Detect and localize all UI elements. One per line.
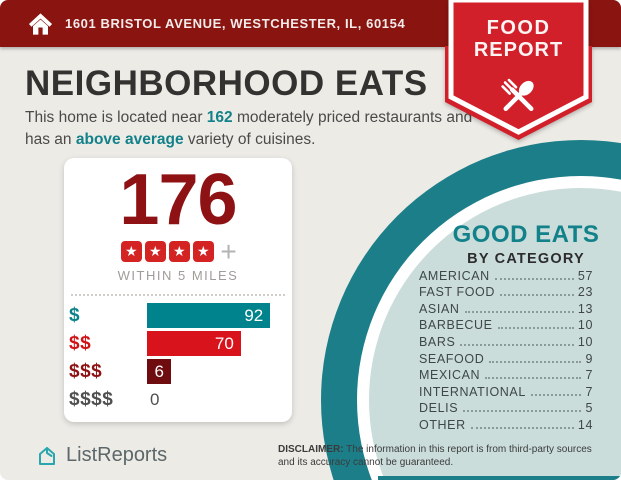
category-value: 23 [577,285,593,300]
page-subtitle: This home is located near 162 moderately… [25,107,472,151]
bottom-teal-strip [378,476,621,480]
price-bar-row: $$ 70 [64,331,292,356]
variety-accent: above average [75,131,184,148]
listreports-brand: ListReports [36,444,167,467]
category-row: MEXICAN 7 [419,366,593,383]
dotted-leader [464,310,574,313]
brand-name: ListReports [66,444,168,466]
price-level-label: $$$$ [69,388,114,410]
category-row: FAST FOOD 23 [419,283,593,300]
category-label: MEXICAN [419,368,481,383]
price-bar-row: $$$ 6 [64,359,292,384]
disclaimer-label: DISCLAIMER: [278,444,344,455]
dotted-leader [494,277,574,280]
category-label: BARS [419,334,456,349]
subtitle-line-1: This home is located near 162 moderately… [25,109,473,126]
price-bar-value: 6 [154,361,164,381]
category-row: BARS 10 [419,332,593,349]
star-rating: ★ ★ ★ ★ + [64,235,292,267]
price-bar-row: $$$$ 0 [64,387,292,412]
category-value: 57 [577,268,593,283]
category-row: SEAFOOD 9 [419,349,593,366]
category-value: 14 [577,417,593,432]
radius-label: WITHIN 5 MILES [117,268,239,283]
price-bar-value: 0 [150,389,160,409]
dotted-leader [497,327,574,330]
disclaimer-text: DISCLAIMER: The information in this repo… [278,444,592,468]
price-bar-value: 92 [244,305,264,325]
category-value: 7 [585,368,593,383]
dotted-leader [485,377,582,380]
category-row: INTERNATIONAL 7 [419,382,593,399]
property-address: 1601 BRISTOL AVENUE, WESTCHESTER, IL, 60… [65,16,406,31]
categories-list: AMERICAN 57 FAST FOOD 23 ASIAN 13 BARBECUE 10 BA… [419,266,593,432]
dotted-leader [460,343,574,346]
category-value: 9 [585,351,593,366]
category-row: AMERICAN 57 [419,266,593,283]
category-value: 13 [577,301,593,316]
price-level-label: $$ [69,332,92,354]
card-divider [71,294,285,296]
restaurant-count-accent: 162 [206,109,233,126]
price-bar: 6 [147,359,171,384]
dotted-leader [500,294,574,297]
price-level-label: $ [69,304,81,326]
categories-header: GOOD EATS BY CATEGORY [436,221,616,267]
dotted-leader [470,426,574,429]
category-label: SEAFOOD [419,351,485,366]
restaurant-stats-card: 176 ★ ★ ★ ★ + WITHIN 5 MILES $92 $$ 70 $$$ 6 $$$$… [64,158,292,422]
total-restaurants-count: 176 [119,160,237,240]
category-value: 5 [585,401,593,416]
category-label: DELIS [419,401,459,416]
categories-title: GOOD EATS [452,221,600,248]
star-icon: ★ [120,240,142,262]
star-icon: ★ [192,240,214,262]
page-title: NEIGHBORHOOD EATS [25,64,428,103]
plus-sign: + [220,235,237,267]
category-value: 10 [577,334,593,349]
category-label: OTHER [419,417,466,432]
categories-subtitle: BY CATEGORY [467,251,585,267]
price-level-label: $$$ [69,360,103,382]
category-value: 10 [577,318,593,333]
star-icon: ★ [168,240,190,262]
crossed-utensils-icon [501,78,534,111]
star-icon: ★ [144,240,166,262]
category-label: BARBECUE [419,318,493,333]
category-row: ASIAN 13 [419,299,593,316]
price-bar: 92 [147,303,271,328]
category-value: 7 [585,384,593,399]
category-label: AMERICAN [419,268,490,283]
subtitle-line-2: has an above average variety of cuisines… [25,131,316,148]
category-label: FAST FOOD [419,285,496,300]
category-row: OTHER 14 [419,415,593,432]
food-report-badge: FOOD REPORT [445,0,592,140]
dotted-leader [530,393,582,396]
price-bar: 70 [147,331,241,356]
category-label: INTERNATIONAL [419,384,526,399]
dotted-leader [463,410,582,413]
dotted-leader [489,360,582,363]
price-level-bar-chart: $92 $$ 70 $$$ 6 $$$$ 0 [64,303,292,412]
badge-line1: FOOD [487,17,551,39]
price-bar-value: 70 [214,333,234,353]
house-icon [28,12,53,36]
category-row: BARBECUE 10 [419,316,593,333]
category-row: DELIS 5 [419,399,593,416]
badge-line2: REPORT [474,39,563,61]
listreports-logo-icon [39,446,55,465]
category-label: ASIAN [419,301,460,316]
price-bar-row: $92 [64,303,292,328]
